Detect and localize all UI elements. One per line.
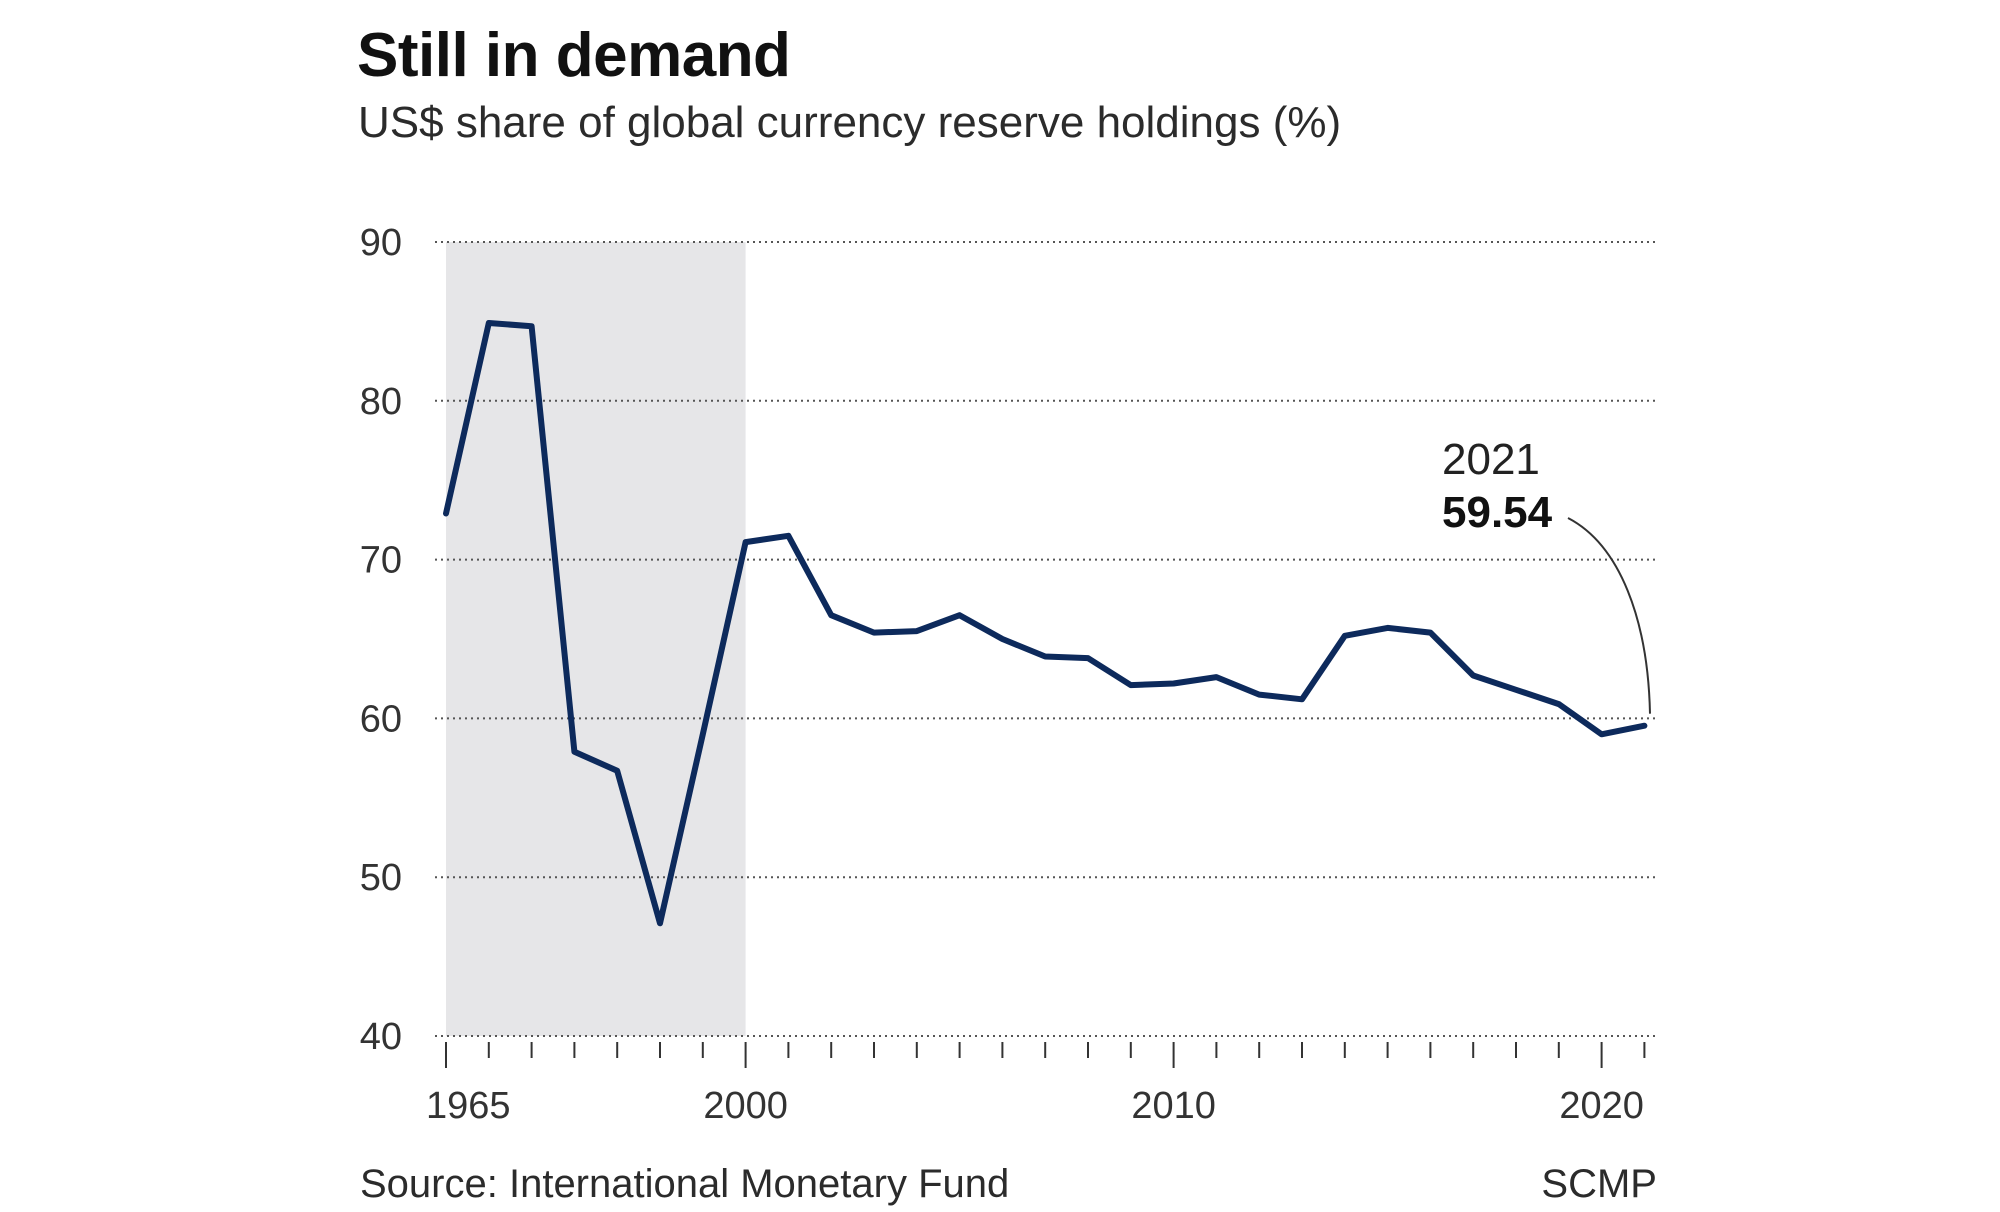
x-tick-label: 2000 xyxy=(703,1085,788,1127)
credit-label: SCMP xyxy=(1541,1162,1657,1206)
x-tick-label: 2020 xyxy=(1559,1085,1644,1127)
y-tick-label: 50 xyxy=(360,857,402,899)
source-note: Source: International Monetary Fund xyxy=(360,1162,1010,1206)
chart-subtitle: US$ share of global currency reserve hol… xyxy=(358,98,1342,147)
annotation-leader xyxy=(1567,517,1651,714)
annotation-value: 59.54 xyxy=(1442,488,1553,537)
x-tick-label: 1965 xyxy=(426,1085,511,1127)
y-tick-label: 40 xyxy=(360,1016,402,1058)
y-tick-label: 60 xyxy=(360,698,402,740)
y-tick-label: 70 xyxy=(360,540,402,582)
chart-title: Still in demand xyxy=(357,21,791,90)
y-tick-label: 90 xyxy=(360,222,402,264)
shaded-period xyxy=(446,242,746,1036)
annotation-year: 2021 xyxy=(1442,435,1540,484)
x-tick-label: 2010 xyxy=(1131,1085,1216,1127)
y-tick-label: 80 xyxy=(360,381,402,423)
usd-share-line xyxy=(443,320,1648,927)
